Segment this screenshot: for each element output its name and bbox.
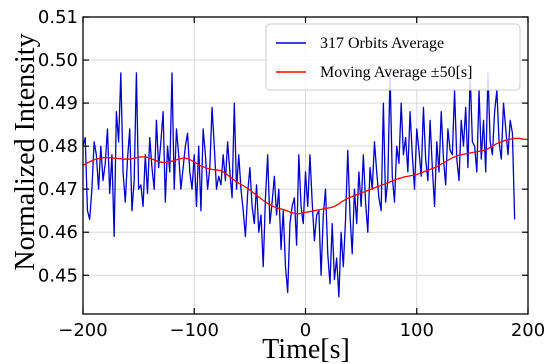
x-tick-label: −200: [58, 320, 107, 341]
legend: 317 Orbits Average Moving Average ±50[s]: [265, 23, 521, 91]
y-tick-label: 0.51: [38, 7, 78, 28]
y-tick-label: 0.49: [38, 93, 78, 114]
x-tick-label: 200: [511, 320, 545, 341]
legend-box: [265, 23, 521, 91]
legend-label-2: Moving Average ±50[s]: [320, 64, 472, 81]
ticks: [82, 16, 529, 314]
y-tick-label: 0.47: [38, 179, 78, 200]
x-axis-title: Time[s]: [262, 334, 350, 364]
y-tick-label: 0.45: [38, 265, 78, 286]
series-line-2: [82, 137, 529, 215]
y-tick-label: 0.46: [38, 222, 78, 243]
legend-label-1: 317 Orbits Average: [320, 35, 444, 52]
x-tick-label: −100: [170, 320, 219, 341]
x-tick-label: 0: [300, 320, 311, 341]
y-axis-title: Normalized Intensity: [10, 33, 41, 270]
y-tick-label: 0.50: [38, 50, 78, 71]
tick-labels: −200 −100 0 100 200 0.45 0.46 0.47 0.48 0.49 0.50 0…: [38, 7, 545, 341]
series-layer: [82, 72, 529, 298]
y-tick-label: 0.48: [38, 136, 78, 157]
series-line-1: [82, 72, 516, 298]
x-tick-label: 100: [400, 320, 434, 341]
